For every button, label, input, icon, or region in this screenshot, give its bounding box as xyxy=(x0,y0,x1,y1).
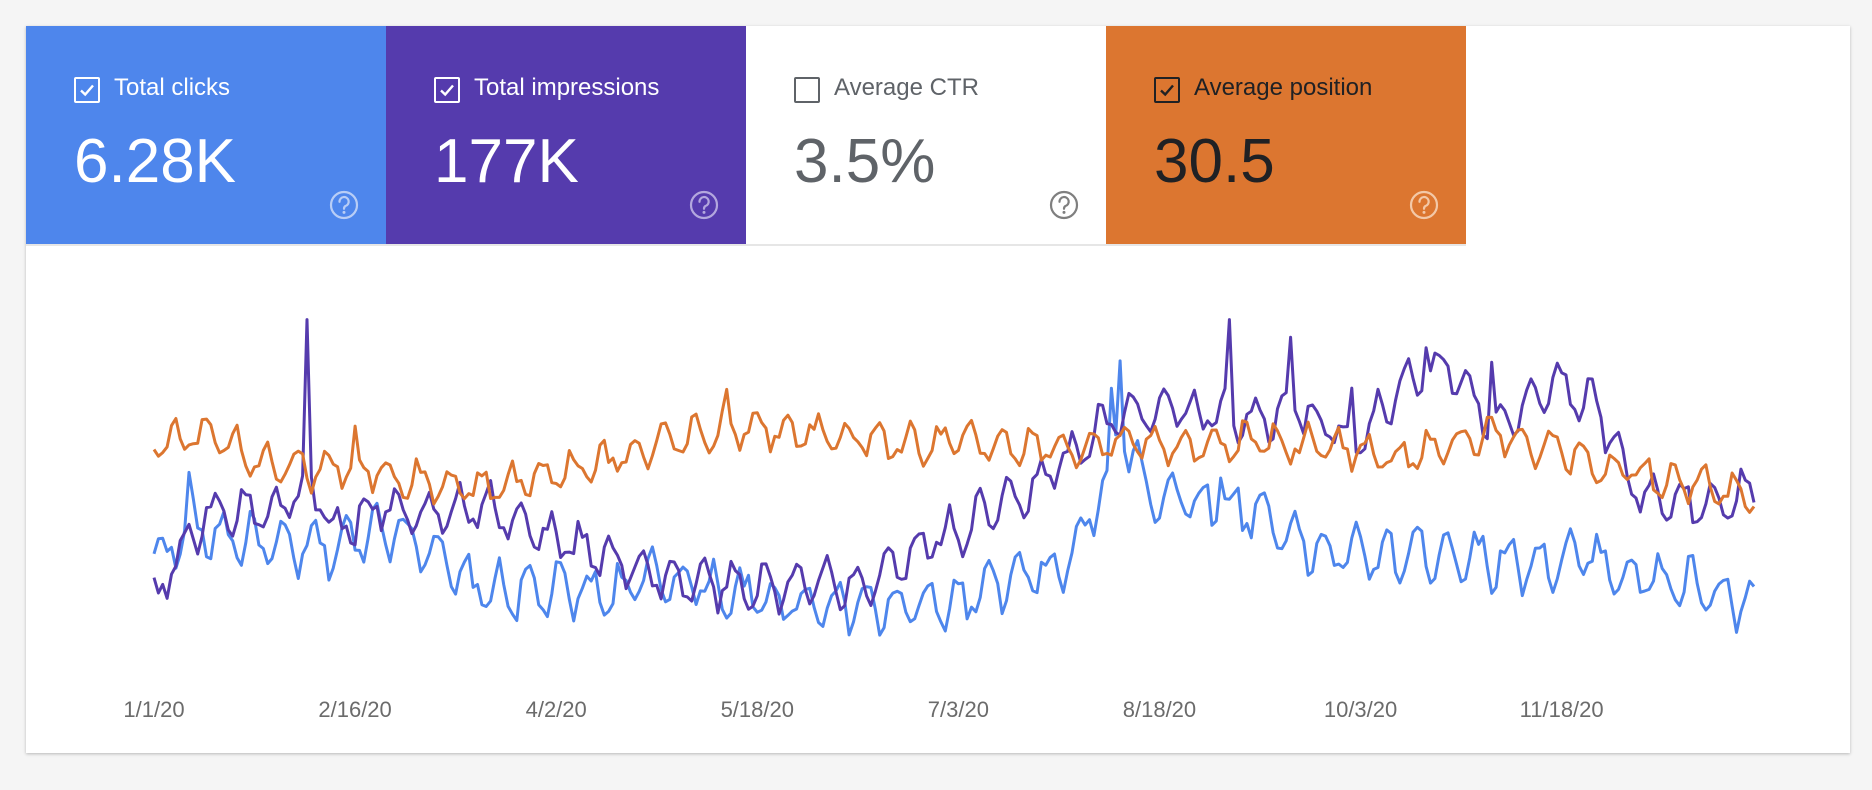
help-icon[interactable] xyxy=(1408,189,1440,221)
x-tick-label: 5/18/20 xyxy=(721,697,794,722)
average-position-checkbox[interactable] xyxy=(1154,77,1180,103)
metric-value: 3.5% xyxy=(794,127,936,196)
series-line-total-clicks xyxy=(152,359,1756,637)
metric-value: 6.28K xyxy=(74,127,237,196)
line-chart: 1/1/20 2/16/20 4/2/20 5/18/20 7/3/20 8/1… xyxy=(123,318,1756,722)
average-ctr-checkbox[interactable] xyxy=(794,77,820,103)
series-line-total-impressions xyxy=(152,318,1756,616)
help-icon[interactable] xyxy=(328,189,360,221)
x-tick-label: 10/3/20 xyxy=(1324,697,1397,722)
check-icon xyxy=(80,84,94,97)
x-tick-label: 8/18/20 xyxy=(1123,697,1196,722)
metric-value: 30.5 xyxy=(1154,127,1275,196)
metric-average-ctr[interactable]: Average CTR 3.5% xyxy=(746,26,1106,246)
x-tick-label: 2/16/20 xyxy=(318,697,391,722)
performance-chart: 1/1/20 2/16/20 4/2/20 5/18/20 7/3/20 8/1… xyxy=(26,246,1850,753)
metric-average-position[interactable]: Average position 30.5 xyxy=(1106,26,1466,246)
series-group xyxy=(152,318,1756,637)
check-icon xyxy=(440,84,454,97)
metric-total-clicks[interactable]: Total clicks 6.28K xyxy=(26,26,386,246)
metric-label: Average position xyxy=(1194,74,1373,101)
x-tick-label: 4/2/20 xyxy=(526,697,587,722)
metric-label: Total clicks xyxy=(114,74,231,101)
performance-card: Total clicks 6.28K Total impressions 177… xyxy=(26,26,1850,753)
x-tick-label: 7/3/20 xyxy=(928,697,989,722)
x-axis-labels: 1/1/20 2/16/20 4/2/20 5/18/20 7/3/20 8/1… xyxy=(123,697,1603,722)
check-icon xyxy=(1160,84,1174,97)
total-impressions-checkbox[interactable] xyxy=(434,77,460,103)
total-clicks-checkbox[interactable] xyxy=(74,77,100,103)
x-tick-label: 11/18/20 xyxy=(1520,697,1604,722)
metric-total-impressions[interactable]: Total impressions 177K xyxy=(386,26,746,246)
help-icon[interactable] xyxy=(688,189,720,221)
help-icon[interactable] xyxy=(1048,189,1080,221)
metric-label: Average CTR xyxy=(834,74,979,101)
series-line-average-position xyxy=(152,387,1756,514)
metric-value: 177K xyxy=(434,127,579,196)
x-tick-label: 1/1/20 xyxy=(123,697,184,722)
metric-label: Total impressions xyxy=(474,74,660,101)
